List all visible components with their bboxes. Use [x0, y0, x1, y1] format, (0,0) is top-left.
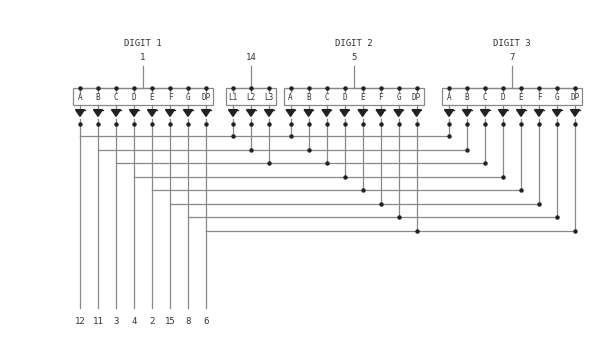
Polygon shape	[517, 110, 526, 116]
Text: 11: 11	[92, 317, 103, 326]
Polygon shape	[445, 110, 454, 116]
Polygon shape	[322, 110, 331, 116]
Bar	[442, 88, 582, 105]
Text: 3: 3	[113, 317, 119, 326]
Text: E: E	[150, 93, 154, 102]
Polygon shape	[376, 110, 385, 116]
Polygon shape	[247, 110, 256, 116]
Text: DIGIT 3: DIGIT 3	[493, 39, 531, 48]
Text: B: B	[96, 93, 100, 102]
Polygon shape	[94, 110, 103, 116]
Text: 1: 1	[140, 53, 145, 62]
Polygon shape	[304, 110, 313, 116]
Text: 14: 14	[246, 53, 256, 62]
Text: 7: 7	[510, 53, 515, 62]
Polygon shape	[394, 110, 403, 116]
Polygon shape	[480, 110, 489, 116]
Polygon shape	[147, 110, 157, 116]
Polygon shape	[129, 110, 138, 116]
Polygon shape	[358, 110, 367, 116]
Text: 6: 6	[203, 317, 209, 326]
Text: A: A	[77, 93, 82, 102]
Polygon shape	[412, 110, 421, 116]
Text: G: G	[555, 93, 559, 102]
Text: F: F	[536, 93, 541, 102]
Polygon shape	[340, 110, 349, 116]
Text: L1: L1	[228, 93, 238, 102]
Polygon shape	[201, 110, 210, 116]
Text: DIGIT 2: DIGIT 2	[335, 39, 372, 48]
Text: D: D	[132, 93, 136, 102]
Polygon shape	[570, 110, 579, 116]
Text: F: F	[378, 93, 383, 102]
Text: DIGIT 1: DIGIT 1	[124, 39, 162, 48]
Text: G: G	[186, 93, 190, 102]
Text: B: B	[465, 93, 469, 102]
Text: F: F	[167, 93, 172, 102]
Polygon shape	[76, 110, 85, 116]
Text: D: D	[342, 93, 347, 102]
Bar	[226, 88, 276, 105]
Text: C: C	[114, 93, 119, 102]
Text: 15: 15	[164, 317, 175, 326]
Text: C: C	[324, 93, 329, 102]
Text: B: B	[306, 93, 311, 102]
Bar	[284, 88, 424, 105]
Polygon shape	[166, 110, 175, 116]
Text: 4: 4	[131, 317, 136, 326]
Polygon shape	[228, 110, 237, 116]
Bar	[73, 88, 213, 105]
Text: A: A	[446, 93, 451, 102]
Text: G: G	[396, 93, 401, 102]
Polygon shape	[535, 110, 544, 116]
Text: DP: DP	[570, 93, 580, 102]
Text: L2: L2	[246, 93, 256, 102]
Text: 5: 5	[351, 53, 356, 62]
Text: A: A	[288, 93, 293, 102]
Text: D: D	[501, 93, 505, 102]
Text: E: E	[519, 93, 523, 102]
Polygon shape	[265, 110, 274, 116]
Text: 12: 12	[74, 317, 85, 326]
Polygon shape	[286, 110, 295, 116]
Text: E: E	[361, 93, 365, 102]
Polygon shape	[184, 110, 193, 116]
Text: L3: L3	[265, 93, 274, 102]
Text: 2: 2	[150, 317, 155, 326]
Text: DP: DP	[201, 93, 210, 102]
Polygon shape	[498, 110, 508, 116]
Text: DP: DP	[412, 93, 421, 102]
Polygon shape	[462, 110, 471, 116]
Text: C: C	[483, 93, 488, 102]
Polygon shape	[111, 110, 120, 116]
Text: 8: 8	[185, 317, 191, 326]
Polygon shape	[552, 110, 561, 116]
